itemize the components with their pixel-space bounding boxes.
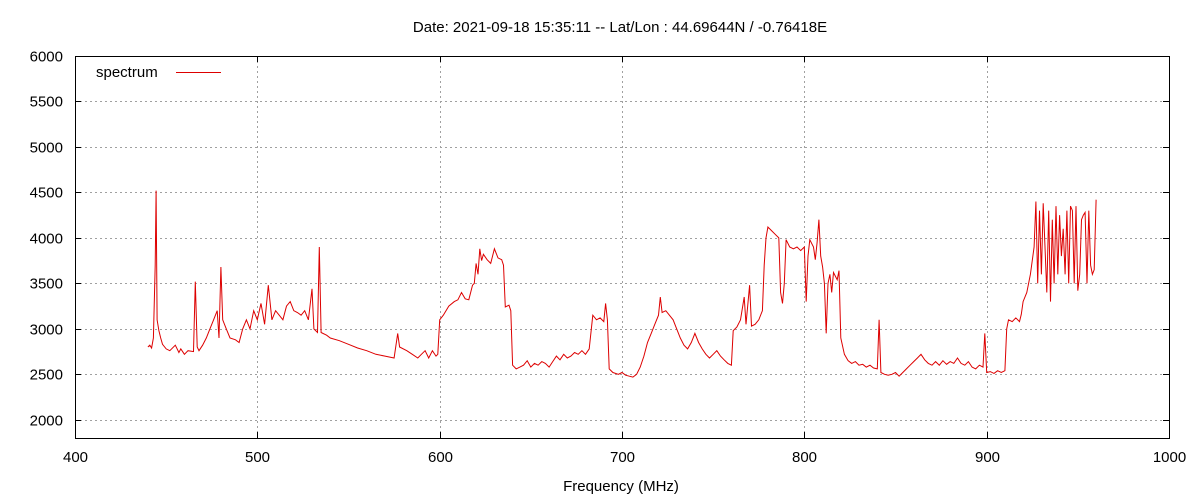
y-tick-label: 3500 <box>30 276 63 293</box>
x-tick-label: 700 <box>610 449 635 466</box>
y-tick-label: 2000 <box>30 413 63 430</box>
axis-ticks: 400 500 600 700 800 900 1000 2000 2500 3000 3500 40… <box>30 49 1187 467</box>
legend: spectrum <box>96 64 221 81</box>
y-tick-label: 5500 <box>30 94 63 111</box>
x-axis-label: Frequency (MHz) <box>563 478 679 495</box>
y-tick-label: 6000 <box>30 49 63 66</box>
x-tick-label: 800 <box>792 449 817 466</box>
y-tick-label: 2500 <box>30 367 63 384</box>
chart-title: Date: 2021-09-18 15:35:11 -- Lat/Lon : 4… <box>413 19 827 36</box>
series-line-spectrum <box>147 190 1097 378</box>
series-layer <box>147 190 1097 378</box>
x-tick-label: 900 <box>975 449 1000 466</box>
x-tick-label: 500 <box>245 449 270 466</box>
y-tick-label: 3000 <box>30 322 63 339</box>
grid-lines <box>75 56 1169 438</box>
legend-label: spectrum <box>96 64 158 81</box>
plot-frame <box>75 56 1170 439</box>
y-tick-label: 5000 <box>30 140 63 157</box>
x-tick-label: 600 <box>428 449 453 466</box>
y-tick-label: 4000 <box>30 231 63 248</box>
y-tick-label: 4500 <box>30 185 63 202</box>
x-tick-label: 1000 <box>1153 449 1186 466</box>
x-tick-label: 400 <box>63 449 88 466</box>
